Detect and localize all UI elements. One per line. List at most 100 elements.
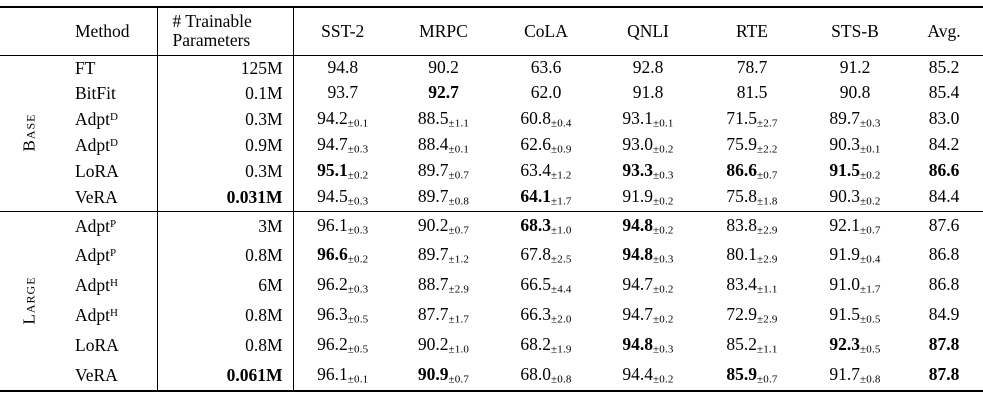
metric-value: 92.1 (829, 214, 861, 235)
metric-value: 90.2 (417, 334, 449, 355)
table-row: VeRA 0.031M 94.5±0.3 89.7±0.8 64.1±1.7 91.9±0… (0, 185, 983, 211)
metric-value: 91.0 (829, 274, 861, 295)
metric-cell: 94.8±0.3 (597, 331, 699, 361)
method-name: Adpt (75, 109, 110, 130)
metric-value: 80.1 (726, 244, 758, 265)
metric-value: 88.5 (417, 108, 449, 129)
metric-value: 90.3 (829, 186, 861, 207)
metric-cell: 85.9±0.7 (699, 361, 805, 391)
metric-stddev: ±0.2 (653, 195, 674, 208)
group-large-body: Large AdptP 3M 96.1±0.3 90.2±0.7 68.3±1.0 94.8… (0, 211, 983, 391)
metric-cell: 90.2±1.0 (392, 331, 495, 361)
metric-value: 92.7 (428, 82, 459, 103)
table-row: Large AdptP 3M 96.1±0.3 90.2±0.7 68.3±1.0 94.8… (0, 211, 983, 325)
metric-value: 66.3 (520, 304, 552, 325)
metric-value: 93.3 (622, 160, 654, 181)
metric-stddev: ±1.1 (757, 343, 778, 356)
metric-value: 63.6 (530, 56, 562, 77)
metric-value: 91.5 (829, 304, 861, 325)
metric-stddev: ±1.9 (551, 343, 572, 356)
metric-stddev: ±0.1 (653, 117, 674, 130)
metric-value: 94.4 (622, 363, 654, 384)
metric-stddev: ±1.7 (860, 283, 881, 296)
metric-stddev: ±0.7 (757, 373, 778, 386)
metric-cell: 66.3±2.0 (495, 301, 597, 331)
method-superscript: D (110, 111, 118, 124)
metric-value: 63.4 (520, 160, 552, 181)
metric-cell: 93.7 (293, 81, 392, 107)
metric-value: 85.9 (726, 363, 758, 384)
group-label: Large (19, 276, 39, 325)
method-cell: AdptD (58, 107, 158, 133)
metric-stddev: ±0.9 (551, 143, 572, 156)
metric-cell: 71.5±2.7 (699, 107, 805, 133)
metric-stddev: ±0.7 (448, 223, 470, 236)
metric-value: 90.3 (829, 134, 861, 155)
metric-cell: 90.2 (392, 55, 495, 81)
table-row: AdptH 0.8M 96.3±0.5 87.7±1.7 66.3±2.0 94.7±0.… (0, 301, 983, 331)
metric-value: 72.9 (726, 304, 758, 325)
metric-value: 94.7 (317, 134, 348, 155)
metric-value: 92.3 (829, 334, 861, 355)
metric-cell: 90.2±0.7 (392, 211, 495, 241)
metric-cell: 81.5 (699, 81, 805, 107)
glue-results-table: Method # Trainable Parameters SST-2 MRPC… (0, 6, 983, 392)
metric-cell: 91.7±0.8 (805, 361, 905, 391)
metric-cell: 91.9±0.4 (805, 241, 905, 271)
metric-value: 94.5 (317, 186, 348, 207)
metric-cell: 94.8 (293, 55, 392, 81)
method-cell: AdptP (58, 211, 158, 241)
table-row: LoRA 0.8M 96.2±0.5 90.2±1.0 68.2±1.9 94.8±0.3… (0, 331, 983, 361)
metric-cell: 92.8 (597, 55, 699, 81)
metric-value: 75.9 (726, 134, 758, 155)
params-value: 0.8M (157, 301, 294, 331)
metric-stddev: ±0.1 (860, 143, 881, 156)
metric-cell: 80.1±2.9 (699, 241, 805, 271)
metric-stddev: ±2.5 (551, 253, 572, 266)
metric-value: 88.4 (417, 134, 449, 155)
metric-value: 91.5 (829, 160, 861, 181)
header-params-line1: # Trainable (172, 11, 252, 32)
metric-value: 89.7 (417, 244, 449, 265)
metric-cell: 87.6 (905, 211, 983, 241)
table-row: BitFit 0.1M 93.7 92.7 62.0 91.8 81.5 90.8 85.4 (0, 81, 983, 107)
metric-cell: 86.8 (905, 271, 983, 301)
metric-cell: 92.3±0.5 (805, 331, 905, 361)
metric-cell: 85.4 (905, 81, 983, 107)
metric-cell: 94.5±0.3 (293, 185, 392, 211)
metric-cell: 96.1±0.1 (293, 361, 392, 391)
method-superscript: P (110, 217, 117, 230)
metric-value: 75.8 (726, 186, 758, 207)
metric-stddev: ±0.3 (347, 223, 369, 236)
metric-cell: 92.7 (392, 81, 495, 107)
metric-cell: 84.9 (905, 301, 983, 331)
method-cell: BitFit (58, 81, 158, 107)
metric-cell: 88.5±1.1 (392, 107, 495, 133)
metric-value: 81.5 (736, 82, 768, 103)
metric-cell: 84.4 (905, 185, 983, 211)
metric-stddev: ±0.8 (551, 373, 572, 386)
table-header: Method # Trainable Parameters SST-2 MRPC… (0, 7, 983, 55)
metric-value: 87.8 (928, 363, 960, 384)
metric-cell: 64.1±1.7 (495, 185, 597, 211)
metric-cell: 86.6±0.7 (699, 159, 805, 185)
method-superscript: P (110, 247, 117, 260)
metric-stddev: ±0.3 (860, 117, 881, 130)
table-row: AdptP 0.8M 96.6±0.2 89.7±1.2 67.8±2.5 94.8±0.… (0, 241, 983, 271)
params-value: 0.031M (157, 185, 294, 211)
metric-cell: 90.8 (805, 81, 905, 107)
metric-stddev: ±0.7 (757, 169, 778, 182)
metric-cell: 94.4±0.2 (597, 361, 699, 391)
metric-value: 87.6 (928, 214, 960, 235)
metric-stddev: ±1.0 (448, 343, 470, 356)
metric-value: 86.6 (928, 160, 960, 181)
metric-value: 96.1 (317, 214, 348, 235)
metric-cell: 91.2 (805, 55, 905, 81)
metric-cell: 94.7±0.3 (293, 133, 392, 159)
metric-value: 60.8 (520, 108, 552, 129)
metric-stddev: ±0.3 (653, 169, 674, 182)
params-value: 125M (157, 55, 294, 81)
metric-cell: 96.6±0.2 (293, 241, 392, 271)
metric-cell: 92.1±0.7 (805, 211, 905, 241)
